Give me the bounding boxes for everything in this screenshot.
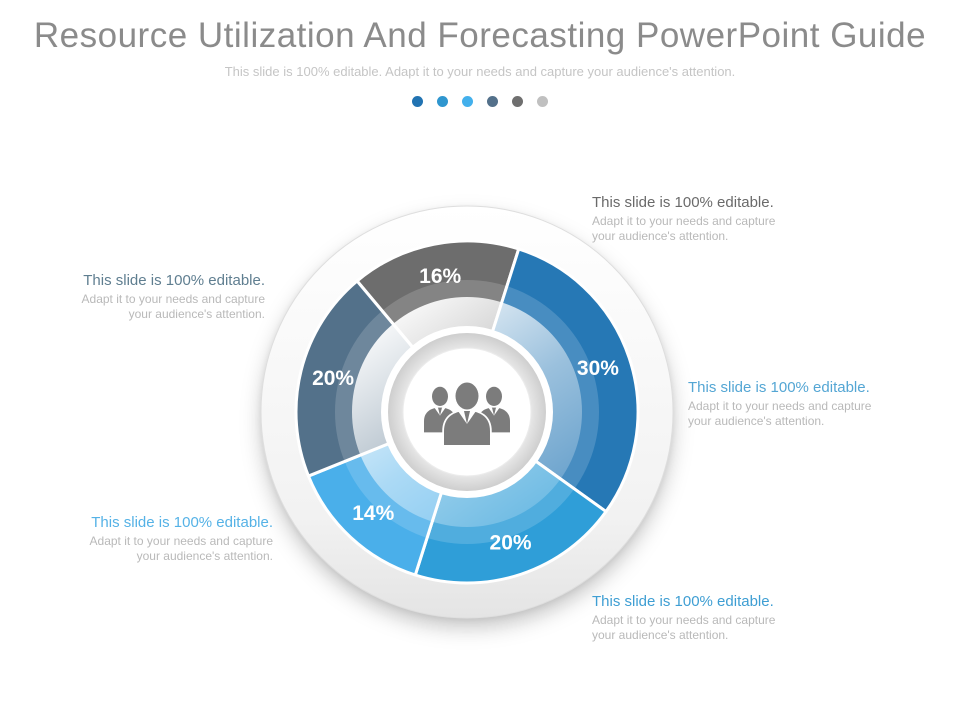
annotation-heading: This slide is 100% editable. (592, 593, 774, 610)
segment-label: 30% (577, 357, 619, 380)
annotation-darkblue-segment: This slide is 100% editable. Adapt it to… (688, 379, 903, 429)
annotation-heading: This slide is 100% editable. (592, 194, 774, 211)
color-dots (0, 96, 960, 107)
annotation-subtext-line: your audience's attention. (128, 307, 265, 321)
annotation-heading: This slide is 100% editable. (83, 272, 265, 289)
annotation-subtext-line: Adapt it to your needs and capture (81, 292, 265, 306)
segment-label: 14% (352, 502, 394, 525)
segment-label: 16% (419, 265, 461, 288)
color-dot (537, 96, 548, 107)
annotation-subtext-line: Adapt it to your needs and capture (592, 613, 776, 627)
annotation-midblue-segment: This slide is 100% editable. Adapt it to… (592, 593, 807, 643)
annotation-subtext-line: Adapt it to your needs and capture (592, 214, 776, 228)
annotation-slate-segment: This slide is 100% editable. Adapt it to… (60, 272, 265, 322)
annotation-subtext-line: your audience's attention. (136, 549, 273, 563)
annotation-subtext-line: your audience's attention. (592, 628, 729, 642)
annotation-heading: This slide is 100% editable. (91, 514, 273, 531)
page-title: Resource Utilization And Forecasting Pow… (33, 16, 927, 55)
page-subtitle: This slide is 100% editable. Adapt it to… (224, 64, 736, 79)
annotation-subtext-line: Adapt it to your needs and capture (688, 399, 872, 413)
color-dot (512, 96, 523, 107)
color-dot (487, 96, 498, 107)
donut-chart-svg: 16% 30% 20% 14% 20% (260, 205, 674, 619)
annotation-subtext-line: your audience's attention. (592, 229, 729, 243)
annotation-subtext-line: Adapt it to your needs and capture (89, 534, 273, 548)
color-dot (462, 96, 473, 107)
annotation-subtext-line: your audience's attention. (688, 414, 825, 428)
annotation-gray-segment: This slide is 100% editable. Adapt it to… (592, 194, 807, 244)
color-dot (412, 96, 423, 107)
annotation-lightblue-segment: This slide is 100% editable. Adapt it to… (68, 514, 273, 564)
segment-label: 20% (312, 367, 354, 390)
annotation-heading: This slide is 100% editable. (688, 379, 870, 396)
color-dot (437, 96, 448, 107)
segment-label: 20% (490, 531, 532, 554)
people-group-icon (422, 380, 512, 447)
gloss-ring (352, 297, 582, 527)
donut-chart: 16% 30% 20% 14% 20% (257, 202, 677, 622)
